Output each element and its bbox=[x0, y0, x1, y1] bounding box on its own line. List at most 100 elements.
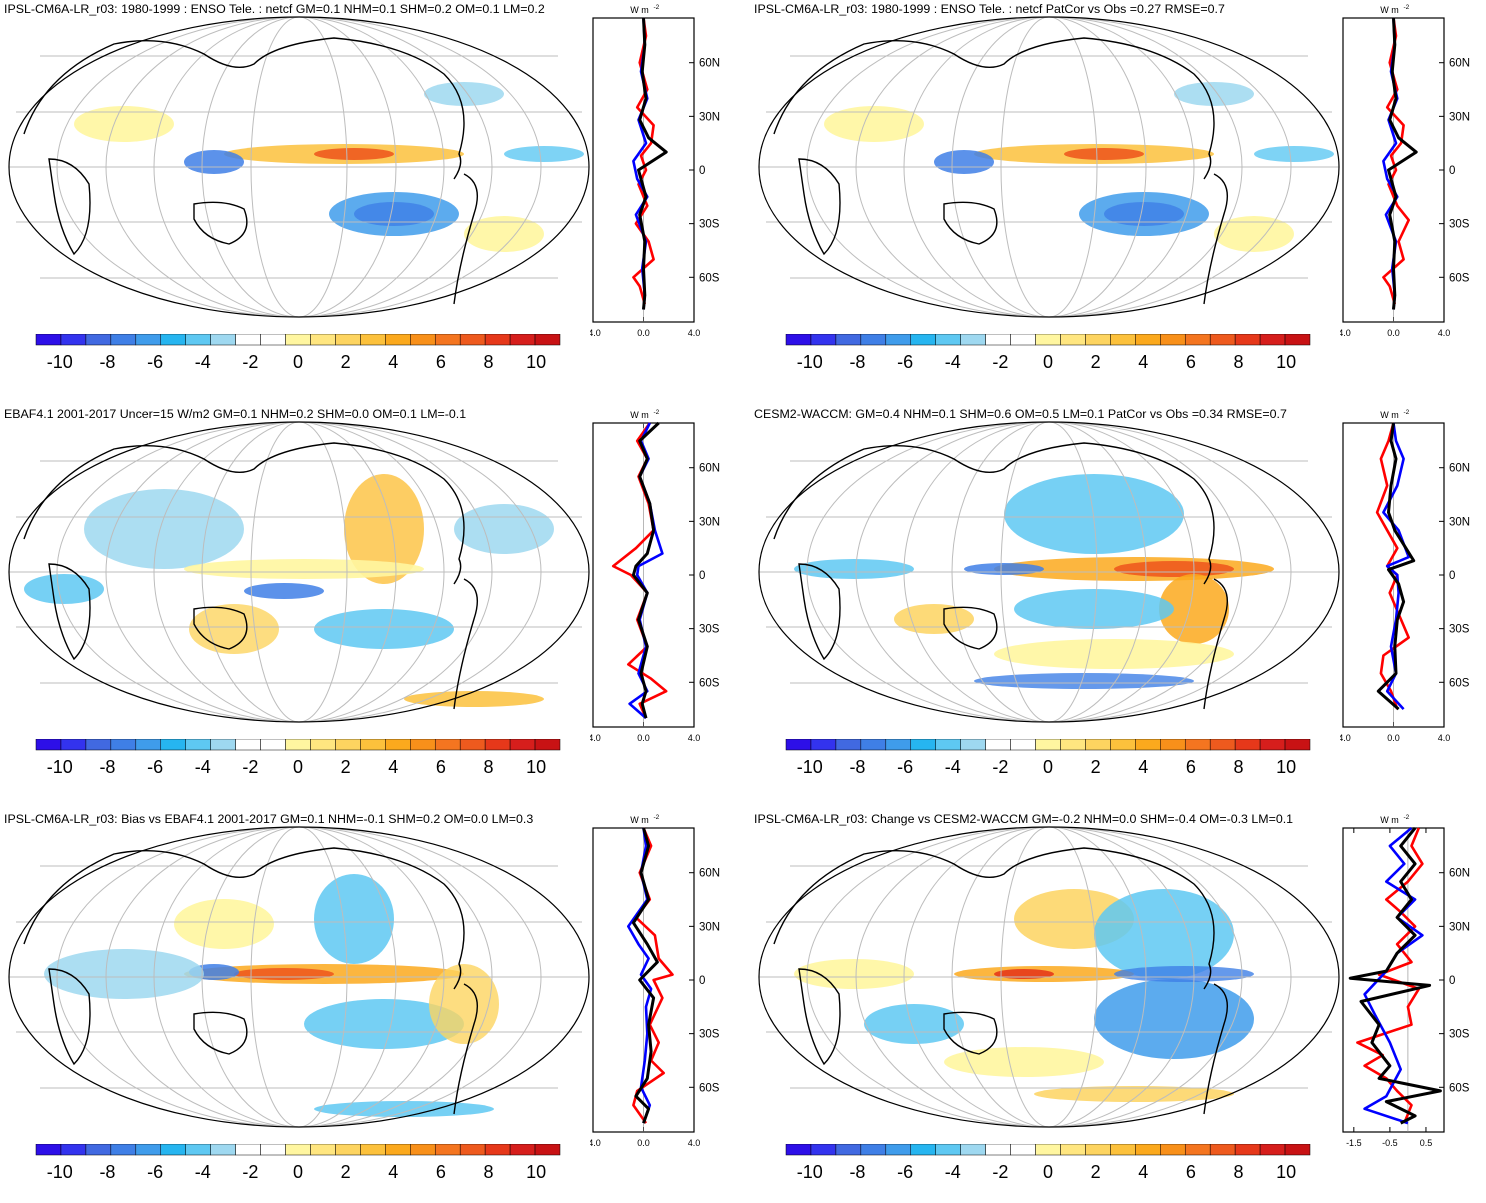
colorbar-label: -2 bbox=[242, 757, 258, 777]
colorbar-swatch bbox=[1110, 739, 1136, 751]
anomaly-blob bbox=[934, 150, 994, 174]
colorbar-swatch bbox=[1060, 1144, 1086, 1156]
anomaly-blob bbox=[404, 691, 544, 707]
anomaly-blob bbox=[344, 474, 424, 584]
anomaly-blob bbox=[1034, 1086, 1234, 1102]
colorbar-swatch bbox=[35, 739, 62, 751]
anomaly-blob bbox=[894, 604, 974, 634]
colorbar-label: 10 bbox=[1276, 352, 1296, 372]
coastlines bbox=[773, 37, 1228, 305]
colorbar-label: -2 bbox=[992, 1162, 1008, 1182]
lat-tick-label: 60S bbox=[699, 1082, 720, 1094]
x-tick-label: -4.0 bbox=[590, 328, 601, 338]
colorbar-swatch bbox=[1110, 334, 1136, 346]
colorbar-label: 4 bbox=[388, 757, 398, 777]
lat-tick-label: 60N bbox=[699, 463, 720, 475]
x-tick-label: 4.0 bbox=[688, 328, 701, 338]
colorbar-label: -10 bbox=[797, 1162, 823, 1182]
colorbar-swatch bbox=[335, 739, 361, 751]
colorbar-label: -8 bbox=[99, 352, 115, 372]
panel-title: IPSL-CM6A-LR_r03: 1980-1999 : ENSO Tele.… bbox=[4, 2, 545, 16]
zonal-unit-superscript: -2 bbox=[654, 409, 660, 416]
zonal-line-black bbox=[1376, 422, 1416, 711]
anomaly-blob bbox=[1104, 202, 1184, 226]
lat-tick-label: 60N bbox=[699, 58, 720, 70]
lat-tick-label: 30S bbox=[1449, 624, 1470, 636]
colorbar-swatch bbox=[810, 739, 837, 751]
lat-tick-label: 30S bbox=[1449, 219, 1470, 231]
zonal-unit-label: W m bbox=[630, 5, 649, 15]
colorbar-swatch bbox=[484, 739, 511, 751]
zonal-unit-superscript: -2 bbox=[1404, 814, 1410, 821]
anomaly-blob bbox=[24, 574, 104, 604]
lat-tick-label: 60S bbox=[1449, 1082, 1470, 1094]
zonal-line-black bbox=[1348, 827, 1442, 1125]
anomaly-blob bbox=[234, 968, 334, 980]
zonal-unit-label: W m bbox=[1380, 5, 1399, 15]
zonal-plot-4: W m -2 60N 30N 0 30S 60S -4.0 0.0 4.0 bbox=[1340, 409, 1470, 743]
anomaly-blob bbox=[944, 1047, 1104, 1077]
anomaly-blob bbox=[304, 999, 464, 1049]
lat-tick-label: 0 bbox=[1449, 570, 1455, 582]
colorbar-swatch bbox=[110, 334, 137, 346]
colorbar-label: -10 bbox=[47, 757, 73, 777]
colorbar-label: 2 bbox=[1091, 1162, 1101, 1182]
panel-title: IPSL-CM6A-LR_r03: Change vs CESM2-WACCM … bbox=[754, 812, 1294, 826]
colorbar-swatch bbox=[459, 739, 486, 751]
x-tick-label: 0.0 bbox=[1387, 328, 1400, 338]
colorbar-swatch bbox=[210, 1144, 236, 1156]
colorbar-label: -4 bbox=[945, 757, 961, 777]
colorbar-label: 0 bbox=[293, 757, 303, 777]
colorbar-3: -10 -8 -6 -4 -2 0 2 4 6 8 10 bbox=[35, 739, 561, 777]
anomaly-blob bbox=[1174, 82, 1254, 106]
colorbar-label: 4 bbox=[388, 1162, 398, 1182]
zonal-unit-label: W m bbox=[1380, 410, 1399, 420]
lat-tick-label: 60N bbox=[1449, 463, 1470, 475]
x-tick-label: 0.0 bbox=[1387, 733, 1400, 743]
colorbar-swatch bbox=[910, 739, 936, 751]
panel-title: IPSL-CM6A-LR_r03: Bias vs EBAF4.1 2001-2… bbox=[4, 812, 534, 826]
colorbar-label: -2 bbox=[992, 352, 1008, 372]
colorbar-label: -6 bbox=[897, 1162, 913, 1182]
panel-title: IPSL-CM6A-LR_r03: 1980-1999 : ENSO Tele.… bbox=[754, 2, 1225, 16]
colorbar-swatch bbox=[60, 1144, 87, 1156]
anomaly-blob bbox=[974, 673, 1194, 689]
colorbar-label: 0 bbox=[293, 1162, 303, 1182]
colorbar-swatch bbox=[1234, 739, 1261, 751]
zonal-unit-label: W m bbox=[630, 410, 649, 420]
colorbar-swatch bbox=[960, 739, 986, 751]
colorbar-label: 6 bbox=[1186, 352, 1196, 372]
colorbar-swatch bbox=[910, 1144, 936, 1156]
colorbar-label: -8 bbox=[849, 352, 865, 372]
colorbar-swatch bbox=[185, 739, 211, 751]
colorbar-swatch bbox=[310, 739, 336, 751]
anomaly-blob bbox=[1094, 979, 1254, 1059]
colorbar-2: -10 -8 -6 -4 -2 0 2 4 6 8 10 bbox=[785, 334, 1311, 372]
panel-6: IPSL-CM6A-LR_r03: Change vs CESM2-WACCM … bbox=[750, 810, 1486, 1203]
lat-tick-label: 60N bbox=[1449, 58, 1470, 70]
colorbar-label: 8 bbox=[1234, 757, 1244, 777]
colorbar-swatch bbox=[785, 739, 812, 751]
lat-tick-label: 0 bbox=[699, 975, 705, 987]
colorbar-swatch bbox=[1135, 1144, 1161, 1156]
colorbar-swatch bbox=[160, 334, 186, 346]
zonal-unit-label: W m bbox=[1380, 815, 1399, 825]
lat-tick-label: 30N bbox=[699, 516, 720, 528]
colorbar-swatch bbox=[860, 1144, 887, 1156]
anomaly-blob bbox=[964, 563, 1044, 575]
coastlines bbox=[23, 37, 478, 305]
colorbar-5: -10 -8 -6 -4 -2 0 2 4 6 8 10 bbox=[35, 1144, 561, 1182]
lat-tick-label: 60S bbox=[699, 272, 720, 284]
colorbar-label: 8 bbox=[484, 352, 494, 372]
colorbar-swatch bbox=[835, 1144, 862, 1156]
colorbar-label: -6 bbox=[897, 757, 913, 777]
colorbar-swatch bbox=[135, 1144, 162, 1156]
colorbar-swatch bbox=[434, 334, 461, 346]
lat-tick-label: 0 bbox=[699, 165, 705, 177]
lat-tick-label: 30S bbox=[699, 219, 720, 231]
colorbar-swatch bbox=[235, 1144, 261, 1156]
map-border bbox=[8, 826, 590, 1128]
colorbar-swatch bbox=[185, 1144, 211, 1156]
colorbar-label: 2 bbox=[1091, 757, 1101, 777]
colorbar-4: -10 -8 -6 -4 -2 0 2 4 6 8 10 bbox=[785, 739, 1311, 777]
